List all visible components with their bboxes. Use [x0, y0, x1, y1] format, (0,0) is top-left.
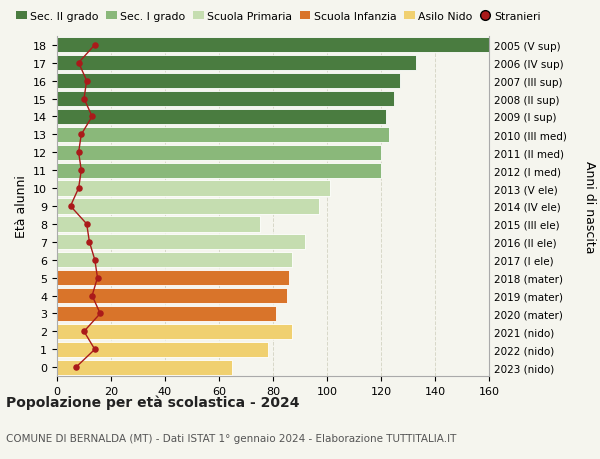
- Bar: [57, 128, 389, 143]
- Point: [90, 257, 100, 264]
- Bar: [57, 360, 232, 375]
- Point: [66, 203, 76, 210]
- Point: [85, 239, 94, 246]
- Bar: [57, 199, 319, 214]
- Bar: [57, 288, 287, 303]
- Point: [95, 310, 105, 318]
- Point: [74, 60, 83, 67]
- Point: [88, 113, 97, 121]
- Bar: [57, 92, 395, 107]
- Text: COMUNE DI BERNALDA (MT) - Dati ISTAT 1° gennaio 2024 - Elaborazione TUTTITALIA.I: COMUNE DI BERNALDA (MT) - Dati ISTAT 1° …: [6, 433, 457, 442]
- Y-axis label: Anni di nascita: Anni di nascita: [583, 160, 596, 253]
- Point: [79, 95, 89, 103]
- Point: [79, 328, 89, 336]
- Point: [77, 167, 86, 174]
- Bar: [57, 110, 386, 125]
- Bar: [57, 146, 381, 161]
- Y-axis label: Età alunni: Età alunni: [14, 175, 28, 238]
- Point: [77, 131, 86, 139]
- Point: [92, 274, 102, 282]
- Point: [90, 42, 100, 49]
- Point: [88, 292, 97, 300]
- Bar: [57, 270, 289, 285]
- Bar: [57, 74, 400, 89]
- Bar: [57, 38, 489, 53]
- Bar: [57, 181, 330, 196]
- Point: [74, 149, 83, 157]
- Legend: Sec. II grado, Sec. I grado, Scuola Primaria, Scuola Infanzia, Asilo Nido, Stran: Sec. II grado, Sec. I grado, Scuola Prim…: [11, 8, 545, 26]
- Bar: [57, 235, 305, 250]
- Point: [82, 221, 91, 228]
- Bar: [57, 163, 381, 179]
- Bar: [57, 217, 260, 232]
- Point: [82, 78, 91, 85]
- Text: Popolazione per età scolastica - 2024: Popolazione per età scolastica - 2024: [6, 395, 299, 409]
- Point: [71, 364, 81, 371]
- Bar: [57, 56, 416, 71]
- Bar: [57, 306, 276, 321]
- Point: [90, 346, 100, 353]
- Point: [74, 185, 83, 192]
- Bar: [57, 324, 292, 339]
- Bar: [57, 252, 292, 268]
- Bar: [57, 342, 268, 357]
